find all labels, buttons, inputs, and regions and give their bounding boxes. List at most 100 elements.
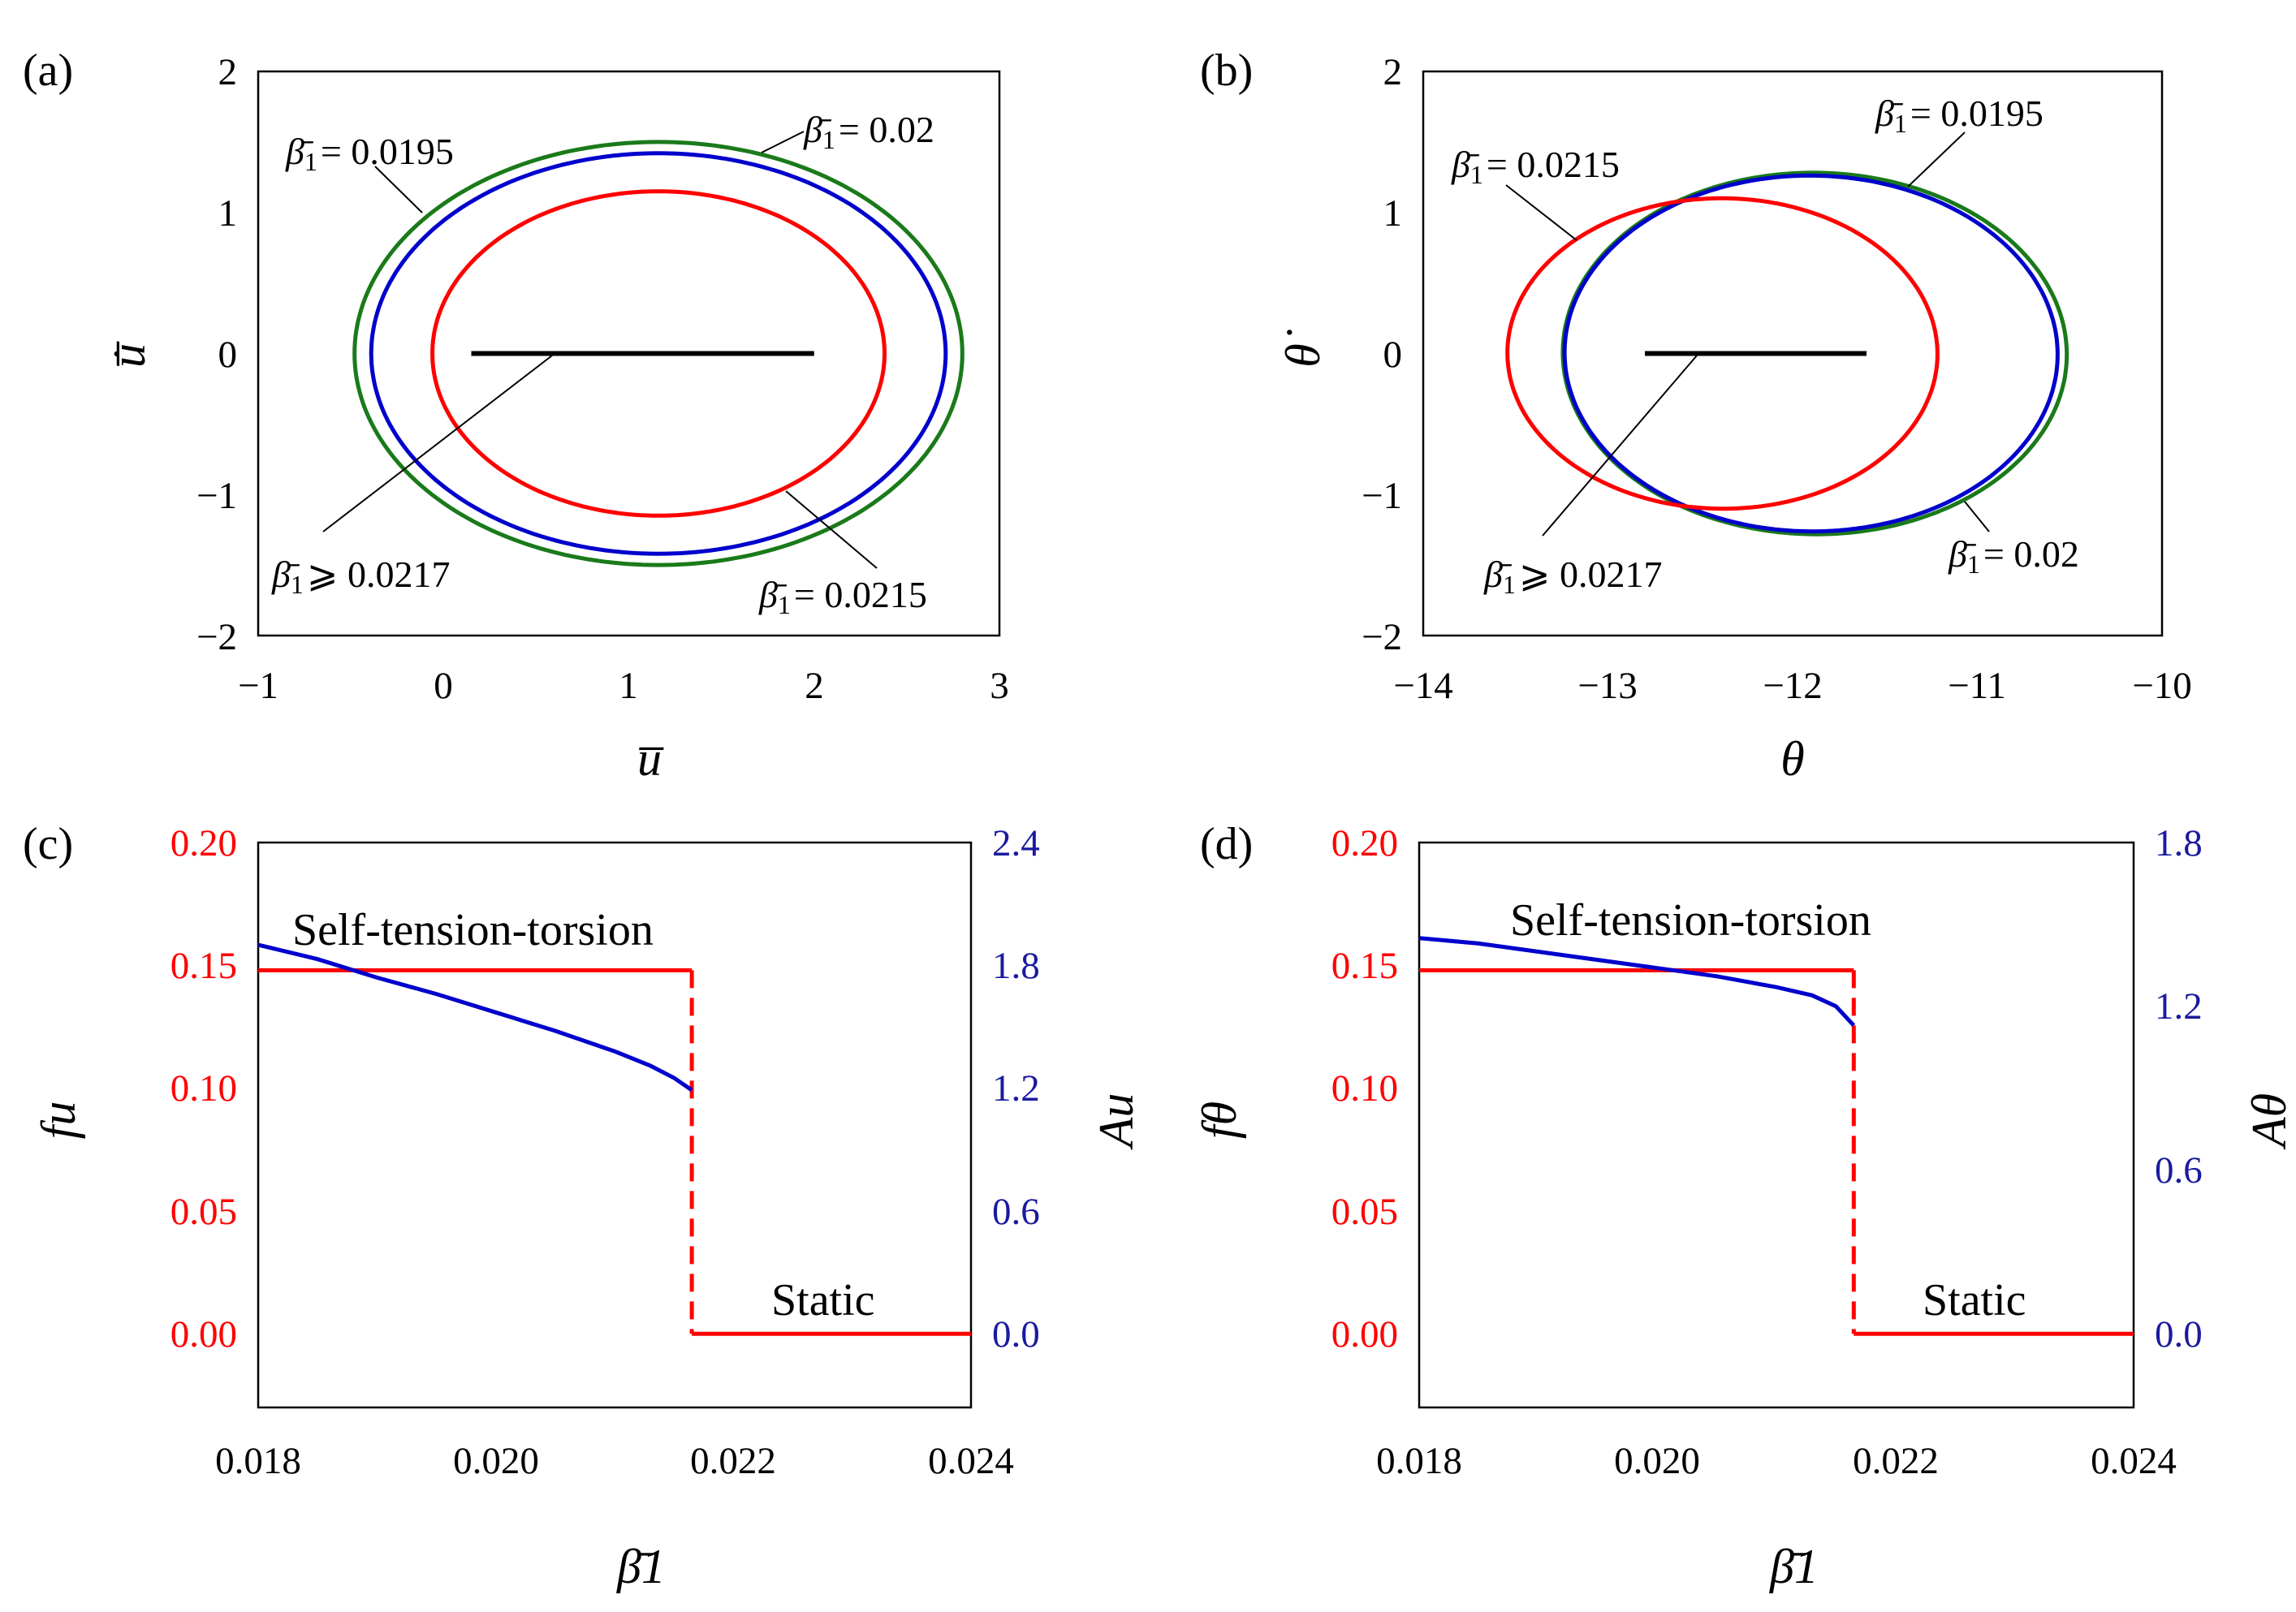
panel-c-xtick-2: 0.020 (453, 1440, 539, 1482)
panel-c-ytick-right-4: 0.6 (992, 1191, 1040, 1233)
panel-a-ytick-5: −2 (196, 616, 237, 658)
panel-c-ytick-left-4: 0.05 (170, 1191, 237, 1233)
panel-d-ytick-left-1: 0.20 (1331, 822, 1398, 864)
panel-b-annot-002: β̄1= 0.02 (1948, 533, 2079, 579)
leader-a-0215 (785, 490, 878, 569)
panel-d-curves (1418, 936, 2134, 1336)
panel-a-xlabel: u̅ (637, 732, 664, 786)
panel-d-xtick-3: 0.022 (1853, 1440, 1939, 1482)
panel-c-xtick-4: 0.024 (928, 1440, 1014, 1482)
panel-d-xtick-4: 0.024 (2091, 1440, 2177, 1482)
panel-a: (a) −1 0 1 2 3 2 1 0 −1 −2 u̅ u̅̇ β̄1= 0… (23, 45, 1009, 786)
annot-sub: 1 (304, 147, 317, 176)
panel-c-xtick-1: 0.018 (215, 1440, 301, 1482)
panel-d-frame (1418, 841, 2135, 1409)
panel-a-orbit-1 (369, 151, 948, 556)
panel-a-xtick-5: 3 (990, 665, 1009, 707)
panel-c-ytick-right-1: 2.4 (992, 822, 1040, 864)
panel-a-annot-0215: β̄1= 0.0215 (758, 574, 927, 619)
annot-sub: 1 (822, 125, 835, 154)
panel-d-ytick-right-4: 0.0 (2155, 1313, 2203, 1356)
annot-sub: 1 (1967, 550, 1980, 579)
panel-b-orbit-2 (1505, 196, 1940, 511)
panel-c-ytick-left-1: 0.20 (170, 822, 237, 864)
annot-sub: 1 (1894, 109, 1907, 138)
panel-a-xtick-4: 2 (805, 665, 824, 707)
panel-b-ylabel: θ̇ (1276, 330, 1330, 367)
panel-d-ylabel-left: fθ (1193, 1101, 1246, 1139)
annot-value: = 0.0195 (1910, 93, 2044, 134)
panel-b-ytick-5: −2 (1362, 616, 1402, 658)
annot-sub: 1 (778, 590, 791, 619)
panel-b-ytick-4: −1 (1362, 475, 1402, 517)
panel-d-ytick-left-3: 0.10 (1331, 1067, 1398, 1110)
panel-b-ytick-3: 0 (1383, 334, 1403, 376)
panel-a-leaders (322, 131, 878, 569)
panel-b-orbit-1 (1562, 173, 2060, 534)
panel-a-ytick-1: 2 (218, 51, 238, 93)
panel-b-ytick-1: 2 (1383, 51, 1403, 93)
annot-sub: 1 (291, 570, 304, 599)
panel-b-xtick-1: −14 (1393, 665, 1453, 707)
leader-b-0195 (1907, 131, 1966, 187)
panel-d-ytick-left-5: 0.00 (1331, 1313, 1398, 1356)
panel-d-ytick-right-1: 1.8 (2155, 822, 2203, 864)
annot-value: ⩾ 0.0217 (307, 554, 451, 595)
panel-c-label: (c) (23, 819, 73, 869)
panel-d-yticks-right: 1.8 1.2 0.6 0.0 (2155, 822, 2203, 1356)
panel-c-ytick-right-3: 1.2 (992, 1067, 1040, 1110)
panel-d-xtick-2: 0.020 (1614, 1440, 1700, 1482)
panel-d: (d) 0.018 0.020 0.022 0.024 0.20 0.15 0.… (1193, 819, 2296, 1593)
panel-c-text-static: Static (771, 1275, 875, 1325)
leader-b-002 (1964, 501, 1990, 532)
annot-sub: 1 (1470, 160, 1483, 189)
panel-c-yticks-left: 0.20 0.15 0.10 0.05 0.00 (170, 822, 237, 1356)
panel-d-ytick-right-2: 1.2 (2155, 985, 2203, 1028)
panel-b-frame (1422, 70, 2164, 637)
panel-c-curves (257, 942, 971, 1336)
panel-c-ylabel-left: fu (32, 1101, 85, 1140)
panel-d-yticks-left: 0.20 0.15 0.10 0.05 0.00 (1331, 822, 1398, 1356)
panel-c-ytick-left-5: 0.00 (170, 1313, 237, 1356)
panel-a-annotations: β̄1= 0.0195 β̄1= 0.02 β̄1⩾ 0.0217 β̄1= 0… (271, 109, 934, 619)
panel-a-xtick-3: 1 (619, 665, 638, 707)
panel-c-ylabel-right: Au (1090, 1093, 1143, 1151)
leader-b-0215 (1505, 184, 1577, 241)
panel-a-ylabel: u̅̇ (101, 341, 155, 368)
panel-b-annot-0195: β̄1= 0.0195 (1875, 93, 2044, 138)
panel-b-xtick-5: −10 (2132, 665, 2192, 707)
panel-d-ytick-right-3: 0.6 (2155, 1149, 2203, 1192)
panel-a-orbit-2 (430, 189, 887, 518)
panel-c-yticks-right: 2.4 1.8 1.2 0.6 0.0 (992, 822, 1040, 1356)
panel-a-xtick-1: −1 (238, 665, 278, 707)
annot-sub: 1 (1503, 570, 1516, 599)
panel-a-curves (352, 140, 965, 567)
panel-c-ytick-left-3: 0.10 (170, 1067, 237, 1110)
panel-b-xtick-2: −13 (1577, 665, 1638, 707)
panel-b-label: (b) (1200, 45, 1253, 96)
panel-d-xlabel: β̄1 (1769, 1540, 1819, 1593)
panel-d-text-oscillation: Self-tension-torsion (1510, 895, 1871, 946)
panel-c-ytick-right-2: 1.8 (992, 945, 1040, 987)
panel-d-xtick-1: 0.018 (1376, 1440, 1462, 1482)
panel-a-frame (257, 70, 1001, 637)
annot-value: ⩾ 0.0217 (1519, 554, 1663, 595)
panel-a-xtick-2: 0 (434, 665, 453, 707)
panel-c-xticks: 0.018 0.020 0.022 0.024 (215, 1440, 1014, 1482)
panel-d-ytick-left-4: 0.05 (1331, 1191, 1398, 1233)
panel-b-xtick-4: −11 (1948, 665, 2006, 707)
panel-b: (b) −14 −13 −12 −11 −10 2 1 0 −1 −2 θ θ̇… (1200, 45, 2192, 786)
panel-c-xtick-3: 0.022 (690, 1440, 776, 1482)
panel-c: (c) 0.018 0.020 0.022 0.024 0.20 0.15 0.… (23, 819, 1143, 1593)
panel-c-ytick-right-5: 0.0 (992, 1313, 1040, 1356)
leader-a-002 (761, 131, 805, 153)
annot-value: = 0.0215 (1487, 144, 1620, 185)
panel-c-text-oscillation: Self-tension-torsion (292, 905, 654, 955)
panel-b-leaders (1505, 131, 1990, 537)
panel-d-ytick-left-2: 0.15 (1331, 945, 1398, 987)
panel-c-series-3 (257, 942, 693, 1093)
panel-b-annot-0215: β̄1= 0.0215 (1451, 144, 1620, 189)
annot-value: = 0.02 (1983, 533, 2079, 575)
leader-b-0217 (1542, 355, 1698, 537)
